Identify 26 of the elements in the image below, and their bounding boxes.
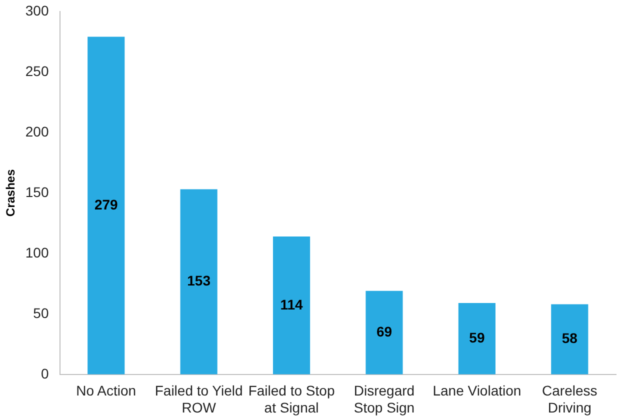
- bar: [88, 36, 125, 374]
- bar: [551, 304, 588, 374]
- y-tick-label: 50: [33, 304, 49, 321]
- y-tick-label: 100: [25, 244, 49, 260]
- data-label: 114: [280, 296, 304, 312]
- data-label: 153: [187, 272, 211, 289]
- x-tick-label: Disregard Stop Sign: [354, 382, 415, 416]
- y-tick-label: 300: [25, 2, 49, 18]
- y-tick-label: 150: [25, 184, 49, 200]
- y-tick-label: 200: [25, 123, 49, 140]
- bar: [366, 290, 403, 374]
- bar: [272, 236, 310, 374]
- x-tick-label: Failed to Stop at Signal: [248, 382, 335, 416]
- y-tick-label: 250: [25, 62, 49, 79]
- x-tick-label: Lane Violation: [432, 382, 522, 399]
- bar: [458, 303, 496, 374]
- data-label: 279: [94, 196, 118, 212]
- x-tick-label: No Action: [76, 382, 136, 399]
- data-label: 59: [469, 330, 485, 346]
- y-tick-label: 0: [40, 365, 49, 382]
- bar: [180, 189, 218, 374]
- data-label: 69: [376, 324, 392, 340]
- y-axis-title: Crashes: [4, 168, 18, 217]
- data-label: 58: [562, 330, 578, 346]
- x-tick-label: Failed to Yield ROW: [154, 382, 243, 416]
- x-tick-label: Careless Driving: [542, 382, 598, 416]
